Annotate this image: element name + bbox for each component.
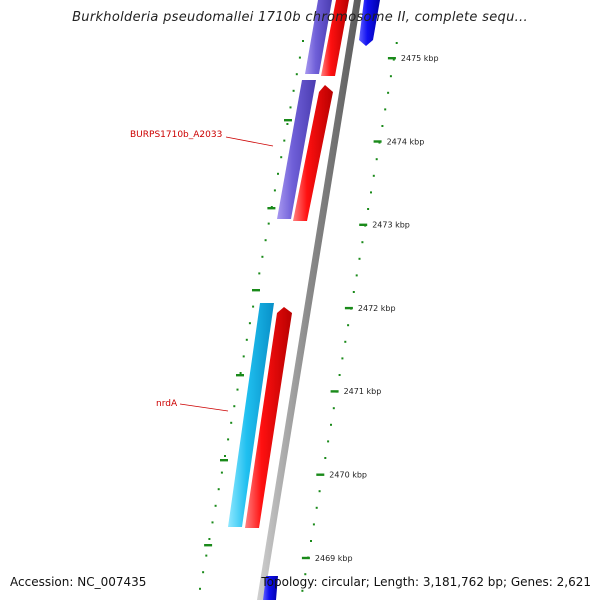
minor-tick-left [245, 338, 248, 341]
minor-tick-right [338, 374, 341, 376]
minor-tick-left [298, 56, 301, 59]
minor-tick-right [315, 506, 318, 509]
minor-tick-right [389, 75, 392, 78]
minor-tick-left [261, 255, 264, 258]
minor-tick-right [395, 42, 398, 44]
gene-feature-nrdA [228, 303, 274, 527]
tick-label: 2472 kbp [358, 304, 396, 313]
minor-tick-left [280, 156, 283, 159]
minor-tick-left [242, 355, 245, 358]
leader-line-nrdA [179, 403, 229, 412]
minor-tick-left [208, 538, 211, 540]
minor-tick-right [318, 490, 321, 493]
minor-tick-right [304, 573, 307, 576]
major-tick [316, 473, 325, 476]
minor-tick-left [199, 587, 201, 590]
minor-tick-left [236, 388, 239, 391]
major-tick [330, 390, 339, 393]
minor-tick-left [214, 504, 217, 507]
minor-tick-left [302, 40, 304, 42]
cds-feature-top [321, 0, 349, 76]
minor-tick-right [361, 241, 364, 244]
minor-tick-left [289, 106, 292, 109]
minor-tick-left [277, 172, 279, 175]
scale-ticks: 2475 kbp 2474 kbp 2473 kbp 2472 kbp 2471 kbp… [204, 54, 439, 563]
minor-tick-right [347, 324, 350, 327]
major-tick-left [252, 289, 260, 292]
accession-label: Accession: NC_007435 [10, 575, 147, 589]
minor-tick-left [264, 239, 267, 242]
gene-feature-burps1710b-a2033 [277, 80, 316, 219]
minor-tick-left [292, 89, 295, 92]
minor-tick-left [217, 488, 220, 491]
tick-label: 2474 kbp [387, 137, 425, 146]
minor-tick-right [312, 523, 315, 526]
minor-tick-right [310, 540, 312, 542]
minor-tick-right [392, 58, 395, 61]
tick-label: 2469 kbp [315, 554, 353, 563]
minor-tick-right [381, 125, 384, 127]
minor-tick-right [330, 423, 332, 426]
minor-tick-left [220, 471, 223, 474]
minor-tick-left [267, 222, 270, 225]
gene-feature-top [305, 0, 332, 74]
sequence-title: Burkholderia pseudomallei 1710b chromoso… [72, 10, 528, 25]
tick-label: 2470 kbp [329, 471, 367, 480]
minor-tick-right [375, 158, 378, 161]
minor-tick-left [202, 571, 205, 574]
major-tick-left [204, 544, 213, 547]
major-tick-left [284, 119, 292, 122]
minor-tick-left [273, 189, 276, 192]
reverse-feature-bottom [263, 576, 278, 600]
backbone [257, 0, 361, 600]
major-tick [301, 556, 310, 560]
minor-tick-right [341, 357, 344, 360]
minor-tick-right [324, 457, 327, 459]
cds-feature-nrdA [245, 307, 292, 528]
minor-tick-right [384, 108, 387, 111]
minor-tick-right [370, 191, 372, 194]
minor-tick-left [233, 405, 236, 408]
minor-tick-left [211, 521, 214, 524]
major-tick [359, 223, 368, 226]
minor-tick-right [301, 589, 304, 592]
major-tick-left [267, 207, 276, 210]
minor-tick-right [367, 208, 370, 210]
minor-tick-right [344, 340, 347, 343]
minor-tick-left [295, 73, 298, 76]
minor-tick-left [205, 554, 208, 557]
topology-label: Topology: circular; Length: 3,181,762 bp… [261, 575, 591, 589]
minor-tick-left [283, 139, 286, 142]
major-tick-left [220, 459, 228, 462]
tick-label: 2475 kbp [401, 54, 439, 63]
minor-tick-right [372, 174, 375, 177]
reverse-feature-top [359, 0, 380, 46]
minor-tick-left [227, 438, 230, 441]
gene-label-nrdA: nrdA [156, 399, 178, 409]
major-tick [387, 57, 396, 60]
tick-label: 2471 kbp [344, 387, 382, 396]
major-tick [344, 306, 353, 310]
cds-feature-burps1710b-a2033 [293, 85, 333, 221]
major-tick [373, 140, 382, 143]
minor-tick-right [327, 440, 330, 443]
minor-tick-right [352, 291, 355, 293]
minor-tick-left [286, 123, 289, 125]
minor-tick-right [332, 407, 335, 410]
minor-tick-right [387, 91, 390, 94]
minor-tick-left [239, 372, 242, 374]
minor-tick-left [230, 421, 233, 424]
leader-line-burps1710b-a2033 [225, 136, 274, 147]
major-tick-left [236, 374, 244, 377]
minor-tick-left [248, 322, 251, 325]
minor-tick-left [252, 305, 255, 308]
minor-tick-right [358, 257, 361, 260]
minor-tick-left [258, 272, 261, 275]
tick-label: 2473 kbp [372, 221, 410, 230]
gene-label-burps1710b-a2033: BURPS1710b_A2033 [130, 130, 222, 140]
minor-tick-left [224, 455, 226, 457]
minor-tick-right [355, 274, 358, 277]
